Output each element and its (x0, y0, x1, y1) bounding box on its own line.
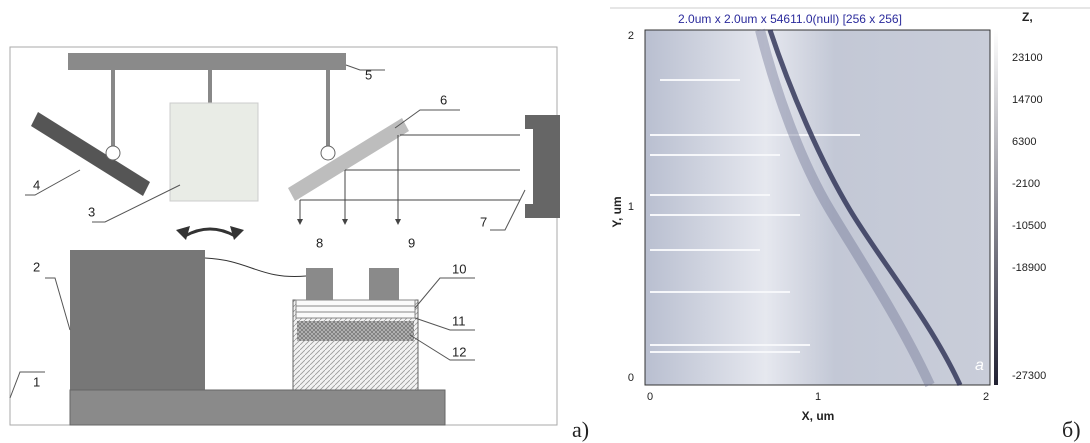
label: 8 (316, 235, 323, 250)
pivot (321, 146, 335, 160)
x-axis-label: X, um (802, 409, 835, 423)
rotation-arrow (185, 229, 235, 236)
z-label: Z, (1022, 10, 1033, 24)
layer-10 (296, 300, 415, 318)
label: 1 (33, 374, 40, 389)
pivot (106, 146, 120, 160)
top-bar (68, 53, 346, 70)
label: 10 (452, 261, 466, 276)
z-tick-label: 14700 (1012, 94, 1043, 106)
afm-panel: 2.0um x 2.0um x 54611.0(null) [256 x 256… (610, 8, 1090, 442)
leader (45, 278, 70, 330)
mirror-4 (31, 112, 150, 196)
setup-diagram: 1 2 3 4 5 6 7 8 9 10 11 12 а) (10, 47, 589, 442)
label: 11 (452, 313, 466, 328)
arrowhead (230, 226, 244, 240)
x-tick-label: 2 (983, 391, 989, 403)
layer-12 (297, 321, 414, 341)
leader (415, 318, 475, 330)
x-tick-label: 0 (647, 391, 653, 403)
label: 2 (33, 259, 40, 274)
y-tick-label: 2 (628, 30, 634, 42)
caption: б) (1062, 417, 1081, 442)
z-tick-label: -10500 (1012, 220, 1046, 232)
y-axis-label: Y, um (610, 196, 624, 227)
afm-title: 2.0um x 2.0um x 54611.0(null) [256 x 256… (678, 12, 902, 26)
label: 12 (452, 344, 466, 359)
z-tick-label: -18900 (1012, 262, 1046, 274)
afm-image (645, 30, 990, 385)
z-tick-label: -27300 (1012, 370, 1046, 382)
y-tick-label: 0 (628, 372, 634, 384)
electrode-9 (369, 268, 399, 300)
label: 9 (408, 235, 415, 250)
label: 4 (33, 177, 40, 192)
base (70, 390, 445, 425)
electrode-8 (306, 268, 333, 300)
colorbar (994, 30, 998, 385)
cable (205, 258, 306, 277)
sample-3 (170, 103, 258, 201)
label: 6 (440, 92, 447, 107)
leader (490, 190, 525, 230)
label: 7 (480, 214, 487, 229)
x-tick-label: 1 (815, 391, 821, 403)
mirror-6 (288, 118, 409, 201)
arrowhead (176, 226, 190, 240)
z-tick-label: 6300 (1012, 136, 1036, 148)
z-tick-label: -2100 (1012, 178, 1040, 190)
y-tick-label: 1 (628, 201, 634, 213)
leader (415, 278, 475, 308)
source-7 (525, 115, 560, 218)
label: 5 (365, 67, 372, 82)
z-tick-label: 23100 (1012, 52, 1043, 64)
caption: а) (572, 417, 589, 442)
figure: 1 2 3 4 5 6 7 8 9 10 11 12 а) 2.0um x 2.… (0, 0, 1090, 443)
corner-label: a (975, 357, 984, 374)
label: 3 (88, 204, 95, 219)
